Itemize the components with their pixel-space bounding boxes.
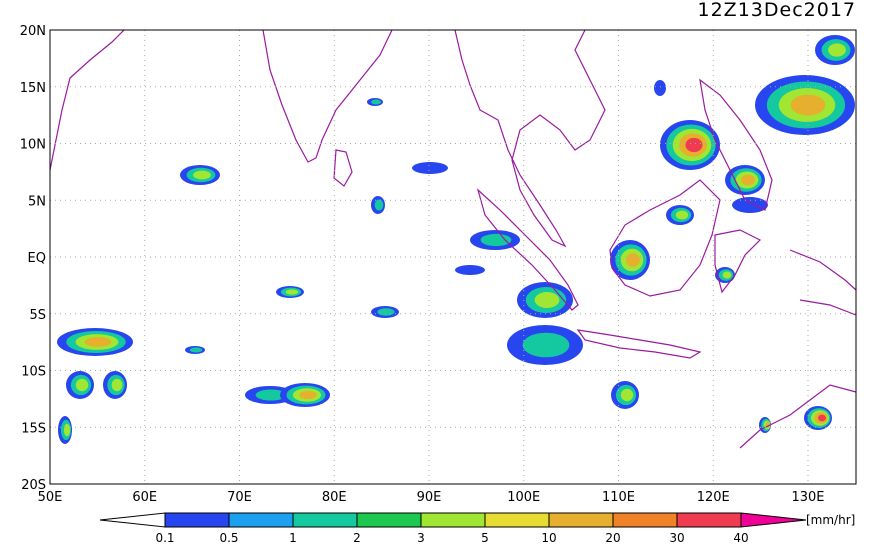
rain-cell (626, 253, 640, 267)
colorbar-label: 0.1 (155, 531, 174, 544)
rain-cell (828, 43, 846, 57)
lon-label: 70E (227, 490, 252, 505)
lat-label: 10S (21, 365, 46, 380)
colorbar-swatch (292, 512, 358, 528)
coast-borneo (609, 179, 721, 297)
coast-indochina (454, 29, 606, 248)
precipitation-field (57, 35, 855, 444)
lat-label: 20N (20, 24, 46, 39)
rain-cell (412, 162, 448, 174)
lon-label: 50E (38, 490, 63, 505)
coast-sulawesi (714, 229, 762, 294)
colorbar-label: 1 (289, 531, 297, 544)
lat-label: 15N (20, 81, 46, 96)
colorbar-swatch (164, 512, 230, 528)
colorbar-swatch (676, 512, 742, 528)
coast-africa-arabia (49, 29, 125, 171)
lat-label: 5N (28, 194, 46, 209)
colorbar-swatch (228, 512, 294, 528)
colorbar-unit: [mm/hr] (806, 513, 855, 527)
rain-cell (732, 197, 768, 213)
rain-cell (455, 265, 485, 275)
colorbar-label: 40 (733, 531, 748, 544)
lon-label: 110E (602, 490, 635, 505)
rain-cell (620, 388, 634, 402)
rain-cell (189, 347, 203, 353)
lat-label: 20S (21, 478, 46, 493)
map-title: 12Z13Dec2017 (698, 0, 857, 21)
coast-new-guinea (789, 249, 857, 316)
lat-label: 15S (21, 421, 46, 436)
rain-cell (377, 308, 395, 316)
coast-australia (739, 384, 857, 449)
lon-label: 80E (322, 490, 347, 505)
colorbar-label: 3 (417, 531, 425, 544)
coast-philippines (699, 78, 773, 211)
lat-label: 5S (29, 308, 46, 323)
lon-label: 100E (507, 490, 540, 505)
coast-sumatra (476, 188, 579, 311)
colorbar-label: 5 (481, 531, 489, 544)
rain-cell (675, 210, 689, 220)
rain-cell (193, 170, 211, 180)
rain-cell (818, 414, 826, 422)
colorbar-label: 2 (353, 531, 361, 544)
colorbar-swatch (356, 512, 422, 528)
coast-java (576, 329, 702, 359)
colorbar-label: 0.5 (219, 531, 238, 544)
rain-cell (371, 99, 381, 105)
rain-cell (299, 390, 317, 400)
colorbar-swatch (548, 512, 614, 528)
coast-sri-lanka (333, 149, 353, 187)
rain-cell (285, 289, 299, 295)
rain-cell (654, 80, 666, 96)
rain-cell (111, 378, 123, 392)
rain-cell (374, 199, 384, 211)
colorbar-label: 20 (605, 531, 620, 544)
coastlines (49, 29, 857, 449)
rain-cell (480, 233, 512, 247)
colorbar-label: 30 (669, 531, 684, 544)
lon-label: 120E (697, 490, 730, 505)
lon-label: 60E (132, 490, 157, 505)
lat-label: EQ (28, 251, 46, 266)
coast-india (262, 29, 393, 163)
colorbar-max-triangle (740, 512, 807, 528)
lon-label: 130E (791, 490, 824, 505)
rain-cell (741, 174, 755, 186)
rain-cell (84, 337, 112, 347)
colorbar-swatch (484, 512, 550, 528)
rain-cell (534, 292, 560, 308)
colorbar-swatch (612, 512, 678, 528)
rain-cell (522, 332, 570, 358)
lat-label: 10N (20, 138, 46, 153)
colorbar-label: 10 (541, 531, 556, 544)
rain-cell (722, 271, 732, 279)
rain-cell (75, 378, 89, 392)
rain-cell (63, 423, 71, 437)
colorbar-swatch (420, 512, 486, 528)
rain-cell (685, 137, 703, 153)
colorbar: 0.1 0.5 1 2 3 5 10 20 30 40 (99, 512, 807, 545)
lon-label: 90E (417, 490, 442, 505)
map-frame (49, 29, 857, 485)
rain-cell (255, 389, 287, 401)
